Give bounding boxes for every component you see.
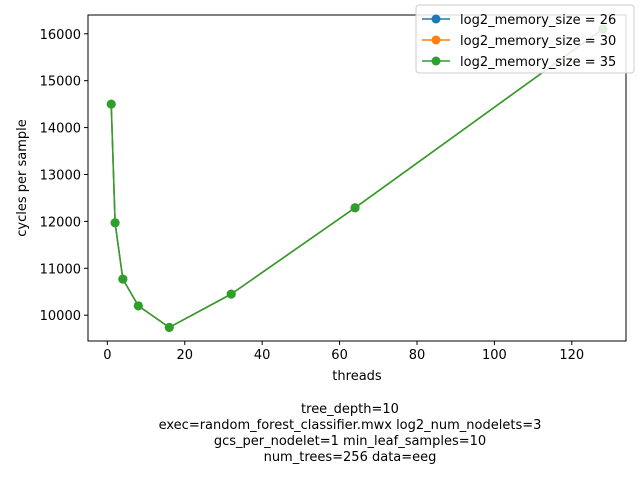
y-axis-label: cycles per sample: [15, 119, 30, 237]
plot-frame: [87, 14, 627, 342]
legend: log2_memory_size = 26 log2_memory_size = …: [415, 4, 635, 74]
legend-box: [415, 4, 635, 74]
legend-label-1: log2_memory_size = 26: [460, 13, 616, 28]
y-tick-label: 10000: [40, 309, 81, 324]
y-tick-label: 11000: [40, 262, 81, 277]
x-tick-label: 60: [331, 348, 348, 363]
y-tick-label: 12000: [40, 215, 81, 230]
x-tick-label: 20: [176, 348, 193, 363]
legend-marker-3: [431, 56, 441, 66]
y-tick-label: 16000: [40, 28, 81, 43]
x-axis: 0 20 40 60 80 100 120: [103, 341, 584, 363]
series-line-3: [110, 28, 604, 329]
chart-caption: tree_depth=10exec=random_forest_classifi…: [159, 402, 542, 465]
series-3-point: [133, 301, 143, 311]
plot-area: [106, 24, 608, 332]
y-tick-label: 14000: [40, 122, 81, 137]
y-axis: 10000 11000 12000 13000 14000 15000 16000: [40, 28, 88, 324]
series-3-point: [226, 289, 236, 299]
caption-line: num_trees=256 data=eeg: [264, 450, 437, 465]
x-tick-label: 0: [103, 348, 111, 363]
caption-line: exec=random_forest_classifier.mwx log2_n…: [159, 418, 542, 433]
series-3-point: [164, 322, 174, 332]
y-tick-label: 13000: [40, 168, 81, 183]
legend-label-3: log2_memory_size = 35: [460, 55, 616, 70]
x-tick-label: 100: [482, 348, 507, 363]
x-tick-label: 40: [254, 348, 271, 363]
series-3-point: [106, 99, 116, 109]
legend-marker-2: [431, 35, 441, 45]
y-tick-label: 15000: [40, 75, 81, 90]
x-tick-label: 120: [559, 348, 584, 363]
x-tick-label: 80: [409, 348, 426, 363]
series-3-point: [350, 203, 360, 213]
caption-line: gcs_per_nodelet=1 min_leaf_samples=10: [214, 434, 486, 449]
caption-line: tree_depth=10: [301, 402, 399, 417]
legend-marker-1: [431, 14, 441, 24]
series-3-point: [118, 274, 128, 284]
series-3-point: [110, 218, 120, 228]
legend-label-2: log2_memory_size = 30: [460, 34, 616, 49]
x-axis-label: threads: [332, 369, 382, 384]
